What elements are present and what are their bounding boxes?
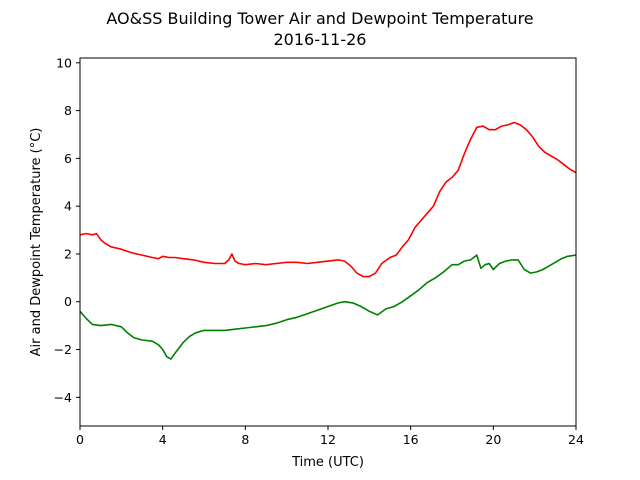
y-tick-label: 0 (64, 294, 72, 309)
series-layer (79, 121, 577, 360)
y-tick-label: 4 (64, 199, 72, 214)
x-tick-label: 8 (241, 432, 249, 447)
chart-title: AO&SS Building Tower Air and Dewpoint Te… (106, 9, 533, 28)
y-tick-label: 2 (64, 246, 72, 261)
y-axis-label: Air and Dewpoint Temperature (°C) (29, 128, 44, 357)
dewpoint-temperature-line (79, 254, 577, 360)
x-axis: 0 4 8 12 16 20 24 (76, 426, 584, 447)
x-tick-label: 20 (485, 432, 501, 447)
y-tick-label: −2 (54, 342, 72, 357)
air-temperature-line (79, 121, 577, 278)
y-tick-label: 8 (64, 103, 72, 118)
x-tick-label: 24 (568, 432, 584, 447)
x-tick-label: 12 (320, 432, 336, 447)
y-tick-label: −4 (54, 390, 72, 405)
x-tick-label: 4 (159, 432, 167, 447)
x-tick-label: 0 (76, 432, 84, 447)
chart-subtitle: 2016-11-26 (274, 30, 367, 49)
y-tick-label: 6 (64, 151, 72, 166)
y-axis: −4 −2 0 2 4 6 8 10 (54, 55, 80, 405)
x-tick-label: 16 (403, 432, 419, 447)
y-tick-label: 10 (56, 55, 72, 70)
x-axis-label: Time (UTC) (291, 455, 364, 470)
